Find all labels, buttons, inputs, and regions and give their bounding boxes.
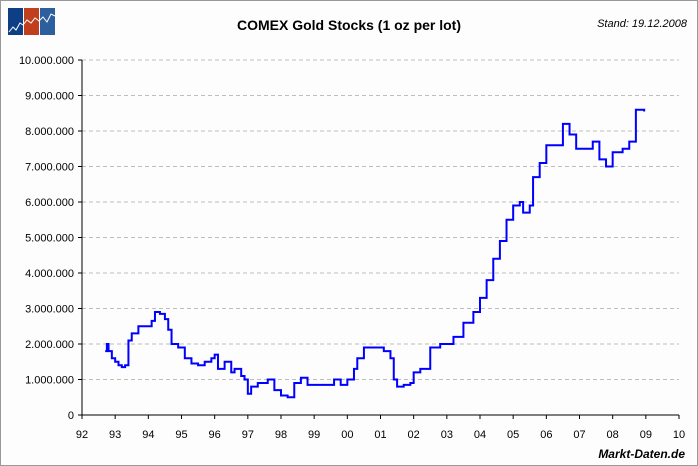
y-tick-label: 4.000.000 <box>25 268 74 280</box>
brand-label: Markt-Daten.de <box>598 447 685 461</box>
x-tick-label: 97 <box>242 429 254 441</box>
y-tick-label: 6.000.000 <box>25 197 74 209</box>
x-tick-label: 03 <box>441 429 453 441</box>
x-tick-label: 04 <box>474 429 486 441</box>
x-tick-label: 08 <box>607 429 619 441</box>
x-tick-label: 96 <box>209 429 221 441</box>
x-tick-label: 02 <box>408 429 420 441</box>
y-tick-label: 8.000.000 <box>25 126 74 138</box>
x-tick-label: 94 <box>142 429 154 441</box>
x-tick-label: 99 <box>308 429 320 441</box>
y-tick-label: 10.000.000 <box>19 55 74 67</box>
x-tick-label: 06 <box>540 429 552 441</box>
y-tick-label: 1.000.000 <box>25 375 74 387</box>
x-tick-label: 93 <box>109 429 121 441</box>
x-tick-label: 95 <box>175 429 187 441</box>
y-tick-label: 5.000.000 <box>25 233 74 245</box>
date-stamp: Stand: 19.12.2008 <box>597 18 687 30</box>
y-tick-label: 3.000.000 <box>25 304 74 316</box>
x-tick-label: 07 <box>573 429 585 441</box>
markt-daten-logo <box>8 8 56 35</box>
y-tick-label: 2.000.000 <box>25 339 74 351</box>
y-tick-label: 0 <box>68 410 74 422</box>
x-tick-label: 98 <box>275 429 287 441</box>
x-tick-label: 05 <box>507 429 519 441</box>
series-line <box>105 108 646 399</box>
y-tick-label: 7.000.000 <box>25 162 74 174</box>
x-tick-label: 09 <box>640 429 652 441</box>
y-tick-label: 9.000.000 <box>25 91 74 103</box>
chart-title: COMEX Gold Stocks (1 oz per lot) <box>236 17 462 33</box>
x-tick-label: 01 <box>374 429 386 441</box>
x-tick-label: 92 <box>76 429 88 441</box>
x-tick-label: 00 <box>341 429 353 441</box>
x-tick-label: 10 <box>673 429 685 441</box>
